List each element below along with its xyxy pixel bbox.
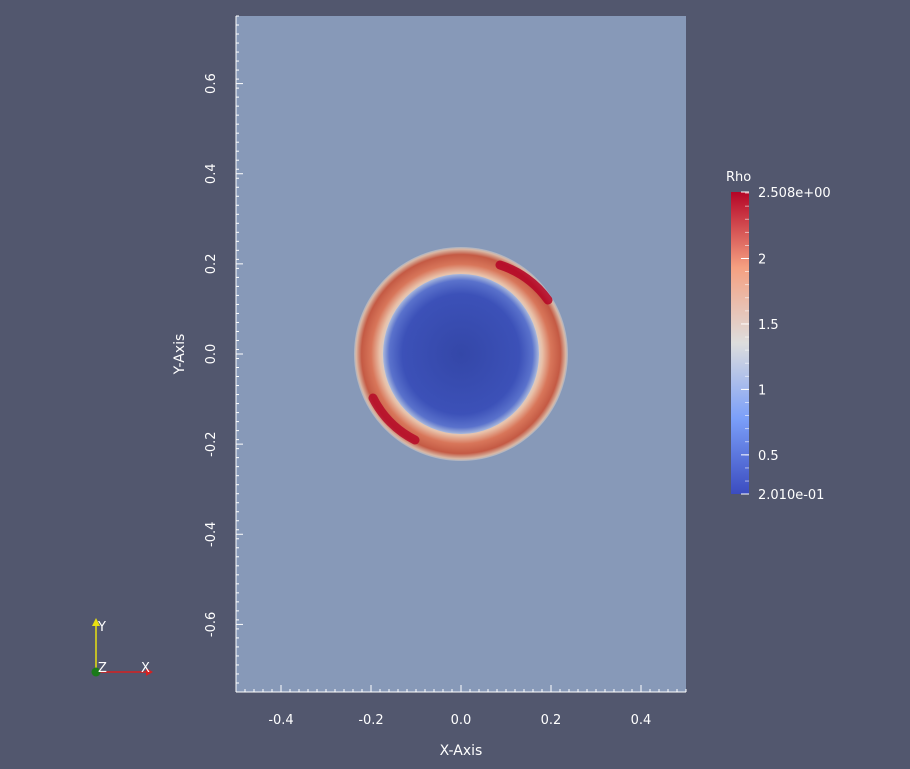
y-tick-label: 0.4 bbox=[204, 163, 219, 184]
orientation-axes-widget: X Y Z bbox=[91, 618, 153, 677]
x-tick-label: 0.4 bbox=[631, 713, 652, 728]
x-tick-label: -0.2 bbox=[358, 713, 383, 728]
x-tick-label: 0.0 bbox=[451, 713, 472, 728]
y-tick-label: -0.4 bbox=[204, 522, 219, 547]
orientation-z-marker bbox=[91, 667, 101, 677]
y-tick-label: 0.2 bbox=[204, 254, 219, 275]
colorbar-max-label: 2.508e+00 bbox=[758, 186, 831, 201]
colorbar-tick-label: 1 bbox=[758, 383, 766, 398]
y-axis-label: Y-Axis bbox=[172, 334, 188, 376]
colorbar: Rho 2.508e+00 2.010e-01 2 1.5 1 0.5 bbox=[726, 170, 831, 503]
y-tick-label: 0.6 bbox=[204, 73, 219, 94]
y-tick-label: 0.0 bbox=[204, 344, 219, 365]
colorbar-tick-label: 2 bbox=[758, 253, 766, 268]
colorbar-min-label: 2.010e-01 bbox=[758, 488, 824, 503]
high-density-arc-upper bbox=[495, 260, 553, 305]
y-tick-label: -0.6 bbox=[204, 612, 219, 637]
colorbar-tick-label: 1.5 bbox=[758, 318, 779, 333]
x-tick-label: -0.4 bbox=[268, 713, 293, 728]
x-axis-label: X-Axis bbox=[440, 743, 483, 759]
y-tick-label: -0.2 bbox=[204, 431, 219, 456]
low-density-core bbox=[383, 274, 539, 434]
high-density-arc-lower bbox=[368, 393, 420, 445]
orientation-y-label: Y bbox=[97, 620, 106, 635]
orientation-x-label: X bbox=[141, 661, 150, 676]
density-blob bbox=[354, 247, 568, 461]
colorbar-gradient bbox=[731, 192, 749, 494]
orientation-y-arrowhead bbox=[92, 618, 100, 626]
orientation-x-arrowhead bbox=[146, 668, 153, 676]
x-tick-label: 0.2 bbox=[541, 713, 562, 728]
orientation-z-label: Z bbox=[98, 661, 107, 676]
colorbar-title: Rho bbox=[726, 170, 751, 185]
axes-group: -0.4 -0.2 0.0 0.2 0.4 0.6 0.4 0.2 0.0 -0.2 -0.4 -0.… bbox=[204, 15, 687, 728]
colorbar-tick-label: 0.5 bbox=[758, 449, 779, 464]
